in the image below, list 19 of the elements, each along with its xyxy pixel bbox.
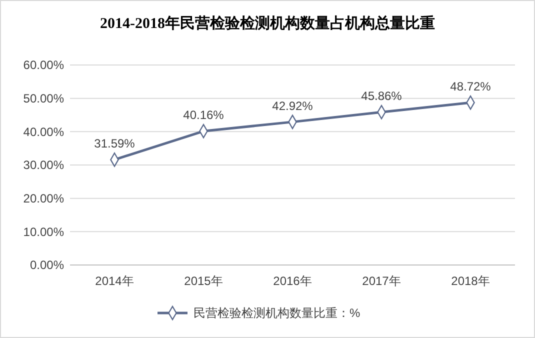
data-label: 45.86%: [361, 89, 402, 104]
y-tick-label: 10.00%: [23, 224, 64, 239]
y-tick-label: 30.00%: [23, 158, 64, 172]
x-tick-label: 2017年: [362, 274, 401, 288]
y-tick-label: 20.00%: [23, 192, 64, 206]
data-label: 42.92%: [272, 98, 314, 113]
x-tick-label: 2015年: [184, 274, 223, 288]
x-tick-label: 2014年: [95, 274, 134, 288]
data-label: 31.59%: [94, 136, 136, 151]
data-label: 48.72%: [450, 80, 492, 94]
x-tick-label: 2016年: [273, 274, 312, 288]
y-tick-label: 40.00%: [23, 124, 64, 139]
x-tick-label: 2018年: [451, 274, 490, 288]
y-tick-label: 0.00%: [30, 258, 64, 272]
legend-label: 民营检验检测机构数量比重：%: [194, 306, 360, 320]
y-tick-label: 50.00%: [23, 92, 64, 106]
chart-title: 2014-2018年民营检验检测机构数量占机构总量比重: [100, 15, 435, 32]
y-tick-label: 60.00%: [23, 58, 64, 72]
data-label: 40.16%: [183, 108, 224, 122]
